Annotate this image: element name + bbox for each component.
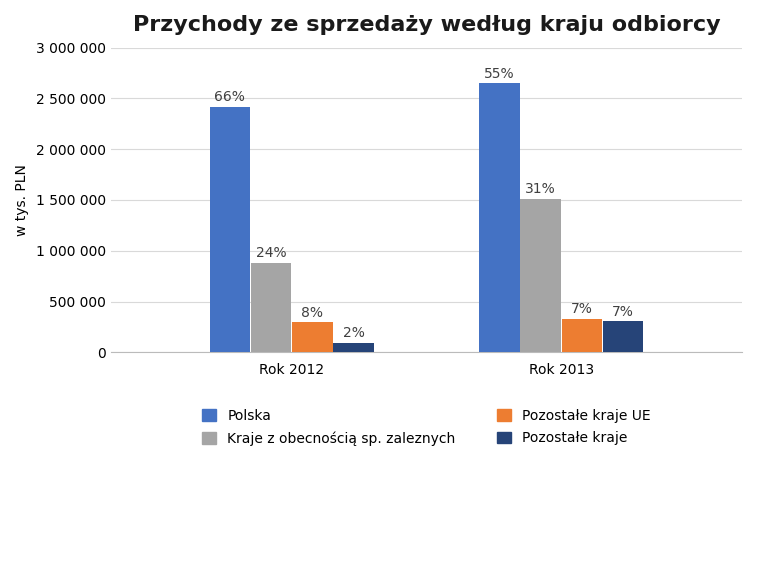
Bar xyxy=(562,319,602,353)
Text: 31%: 31% xyxy=(525,182,556,197)
Bar xyxy=(520,199,561,353)
Title: Przychody ze sprzedaży według kraju odbiorcy: Przychody ze sprzedaży według kraju odbi… xyxy=(132,15,720,35)
Bar xyxy=(479,83,519,353)
Text: 7%: 7% xyxy=(612,305,634,319)
Bar xyxy=(603,321,643,353)
Bar xyxy=(251,263,291,353)
Y-axis label: w tys. PLN: w tys. PLN xyxy=(15,164,29,236)
Bar xyxy=(292,323,332,353)
Legend: Polska, Kraje z obecnością sp. zaleznych, Pozostałe kraje UE, Pozostałe kraje: Polska, Kraje z obecnością sp. zaleznych… xyxy=(195,402,658,453)
Text: 55%: 55% xyxy=(484,67,515,81)
Text: 7%: 7% xyxy=(571,302,593,316)
Text: 8%: 8% xyxy=(301,306,323,320)
Bar xyxy=(333,343,374,353)
Bar xyxy=(210,107,250,353)
Text: 24%: 24% xyxy=(256,246,286,260)
Text: 2%: 2% xyxy=(343,326,364,340)
Text: 66%: 66% xyxy=(214,90,245,104)
